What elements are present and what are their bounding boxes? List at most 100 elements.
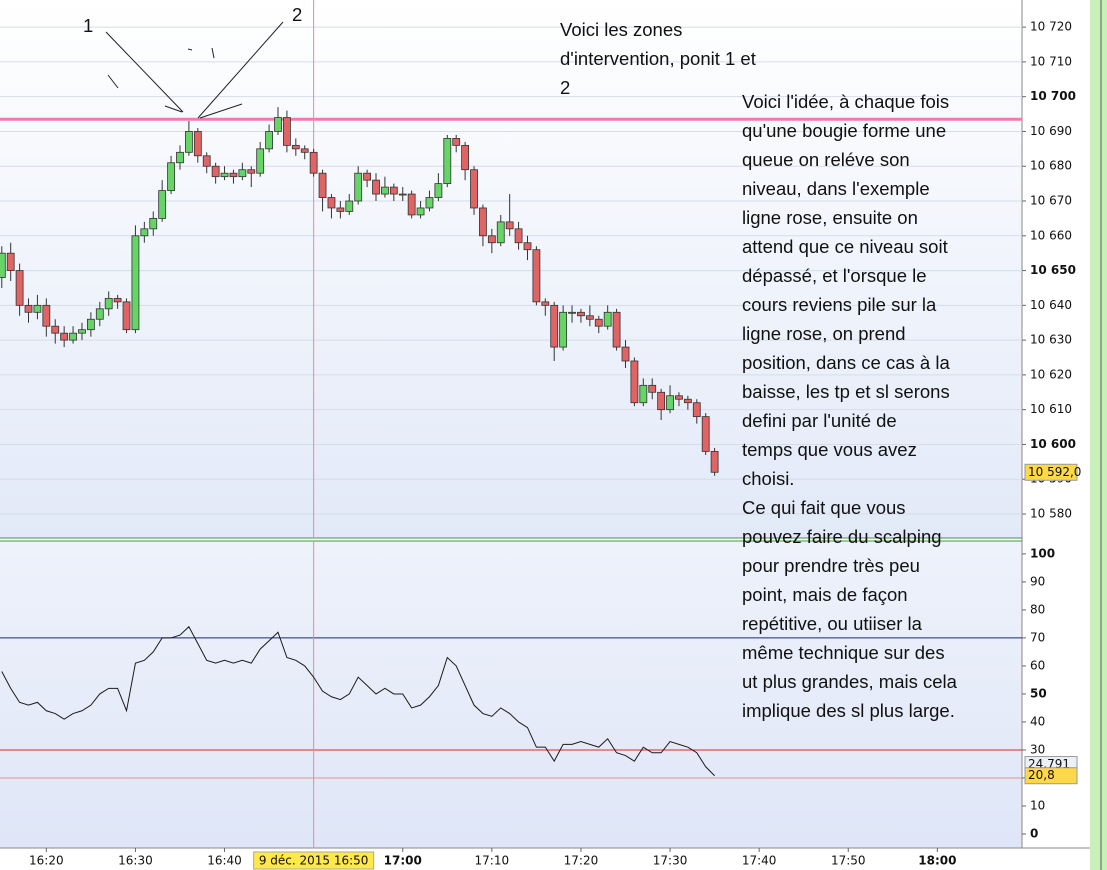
rsi-pane: [0, 541, 1022, 848]
candle-body: [318, 172, 327, 198]
y-tick-label: 10 600: [1030, 437, 1076, 451]
candle-body: [523, 242, 532, 251]
note-line: même technique sur des: [742, 642, 945, 663]
candle-body: [33, 304, 42, 313]
candle-body: [381, 186, 389, 195]
y-tick-label: 30: [1030, 742, 1045, 756]
candle-body: [639, 384, 648, 404]
y-tick-label: 90: [1030, 574, 1045, 588]
candle-body: [675, 395, 683, 400]
y-tick-label: 100: [1030, 546, 1055, 560]
note-line: attend que ce niveau soit: [742, 236, 948, 257]
candle-body: [193, 131, 202, 157]
candle-body: [603, 311, 612, 327]
candle-body: [247, 169, 256, 174]
cursor-label: 9 déc. 2015 16:50: [259, 854, 369, 868]
candle-body: [202, 155, 211, 167]
candle-body: [594, 318, 603, 327]
y-tick-label: 10 700: [1030, 89, 1076, 103]
note-line: qu'une bougie forme une: [742, 120, 946, 141]
candle-body: [60, 332, 69, 341]
x-tick-label: 17:50: [831, 854, 866, 868]
candle-body: [345, 200, 354, 212]
candle-body: [167, 162, 175, 191]
note-line: Voici l'idée, à chaque fois: [742, 91, 949, 112]
y-tick-label: 10 710: [1030, 54, 1072, 68]
candle-body: [300, 148, 309, 153]
x-tick-label: 17:40: [742, 854, 777, 868]
candle-body: [630, 360, 639, 404]
note-line: repétitive, ou utiiser la: [742, 613, 923, 634]
value-marker: [1024, 463, 1078, 481]
y-tick-label: 10 610: [1030, 402, 1072, 416]
y-tick-label: 10 670: [1030, 194, 1072, 208]
candle-body: [470, 169, 478, 209]
annotations: Voici les zones d'intervention, ponit 1 e…: [560, 19, 958, 721]
price-pane: [0, 0, 1022, 538]
candle-body: [666, 395, 674, 411]
candle-body: [131, 235, 140, 331]
y-tick-label: 10 630: [1030, 333, 1072, 347]
note-line: cours reviens pile sur la: [742, 294, 937, 315]
candle-body: [211, 165, 220, 178]
note-line: 2: [560, 77, 570, 98]
candle-body: [657, 391, 666, 411]
y-tick-label: 10 690: [1030, 124, 1072, 138]
note-line: temps que vous avez: [742, 439, 917, 460]
candle-body: [416, 207, 425, 216]
candle-body: [461, 144, 470, 171]
note-line: ligne rose, ensuite on: [742, 207, 918, 228]
x-tick-label: 17:10: [475, 854, 510, 868]
candle-body: [612, 311, 621, 348]
candle-body: [577, 311, 585, 317]
candle-body: [42, 304, 51, 327]
note-line: ligne rose, on prend: [742, 323, 906, 344]
candle-body: [585, 315, 594, 320]
candle-body: [434, 183, 443, 198]
candle-body: [229, 172, 238, 178]
candle-body: [51, 325, 60, 334]
candle-body: [158, 190, 167, 219]
value-marker-label: 10 592,0: [1028, 465, 1081, 479]
candle-body: [496, 221, 505, 244]
candle-body: [149, 217, 158, 230]
note-line: ut plus grandes, mais cela: [742, 671, 958, 692]
candle-body: [15, 270, 24, 306]
candle-body: [479, 207, 487, 237]
candle-body: [256, 148, 265, 174]
candle-body: [372, 179, 380, 195]
y-tick-label: 10 580: [1030, 507, 1072, 521]
note-line: dépassé, et l'orsque le: [742, 265, 927, 286]
candle-body: [113, 297, 122, 303]
note-line: implique des sl plus large.: [742, 700, 955, 721]
candle-body: [443, 138, 452, 185]
candle-body: [550, 304, 559, 348]
candle-body: [568, 311, 576, 314]
note-line: baisse, les tp et sl serons: [742, 381, 950, 402]
y-tick-label: 10 680: [1030, 159, 1072, 173]
y-tick-label: 10 660: [1030, 228, 1072, 242]
candle-body: [327, 197, 336, 209]
note-line: queue on reléve son: [742, 149, 910, 170]
y-tick-label: 0: [1030, 826, 1038, 840]
arrow: [197, 21, 284, 119]
y-tick-label: 10 640: [1030, 298, 1072, 312]
candle-body: [78, 329, 86, 334]
candle-body: [104, 297, 113, 310]
candle-body: [140, 228, 149, 237]
y-tick-label: 60: [1030, 658, 1045, 672]
candle-body: [505, 221, 514, 230]
candle-body: [398, 193, 407, 196]
candle-body: [176, 151, 184, 164]
candle-body: [389, 186, 398, 195]
note-line: pour prendre très peu: [742, 555, 920, 576]
candle-body: [6, 252, 15, 271]
candle-body: [452, 138, 461, 146]
x-tick-label: 16:20: [29, 854, 64, 868]
candle-body: [692, 402, 701, 418]
hand-arrows: [105, 21, 284, 119]
x-tick-label: 17:30: [653, 854, 688, 868]
value-marker: [1024, 767, 1078, 785]
